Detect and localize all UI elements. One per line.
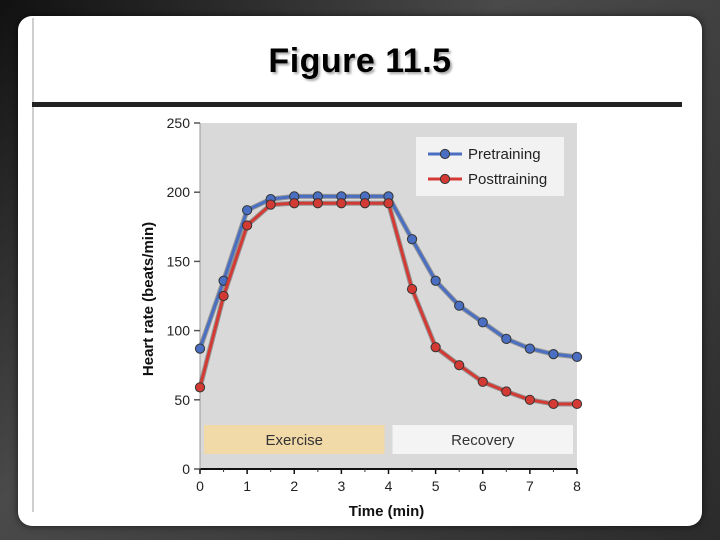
data-point-pretraining [406,234,418,245]
y-tick-label: 200 [167,184,191,200]
phase-label-recovery: Recovery [451,432,515,449]
data-point-posttraining [524,394,535,405]
data-point-pretraining [477,317,488,328]
legend-marker-pretraining [439,148,451,160]
data-point-posttraining [477,376,488,387]
data-point-pretraining [524,343,535,354]
data-point-pretraining [194,343,206,354]
y-tick-label: 0 [182,461,190,477]
data-point-posttraining [336,198,347,209]
data-point-pretraining [548,349,559,360]
data-point-posttraining [265,199,276,210]
data-point-posttraining [194,382,206,393]
data-point-posttraining [430,342,441,353]
x-tick-label: 8 [573,478,581,494]
data-point-posttraining [571,398,583,410]
x-tick-label: 4 [385,478,393,494]
data-point-posttraining [242,220,253,231]
data-point-pretraining [242,205,253,216]
phase-box-recovery [392,425,573,454]
left-divider [32,18,34,512]
x-tick-label: 0 [196,478,204,494]
data-point-posttraining [406,283,418,295]
data-point-posttraining [454,360,465,371]
legend-label-posttraining: Posttraining [468,171,547,188]
slide-title: Figure 11.5 [268,42,452,80]
x-tick-label: 2 [290,478,298,494]
x-axis-label: Time (min) [349,503,425,520]
data-point-pretraining [501,333,512,345]
data-point-posttraining [501,386,512,397]
x-tick-label: 7 [526,478,534,494]
x-tick-label: 3 [337,478,345,494]
legend-marker-posttraining [439,173,451,185]
y-axis-label: Heart rate (beats/min) [140,222,157,376]
x-tick-label: 1 [243,478,251,494]
data-point-pretraining [430,275,441,286]
y-tick-label: 250 [167,115,191,131]
data-point-pretraining [571,351,583,362]
data-point-posttraining [359,198,371,209]
data-point-posttraining [218,290,229,302]
phase-box-exercise [204,425,385,454]
legend-box [416,137,564,196]
phase-label-exercise: Exercise [265,432,323,449]
title-divider [32,102,682,107]
x-tick-label: 5 [432,478,440,494]
data-point-posttraining [312,198,323,209]
data-point-pretraining [454,300,465,311]
y-tick-label: 100 [167,323,191,339]
data-point-posttraining [548,398,559,410]
data-point-posttraining [383,198,394,209]
y-tick-label: 50 [174,392,190,408]
data-point-posttraining [289,198,300,209]
x-tick-label: 6 [479,478,487,494]
y-tick-label: 150 [167,253,191,269]
legend-label-pretraining: Pretraining [468,146,541,163]
